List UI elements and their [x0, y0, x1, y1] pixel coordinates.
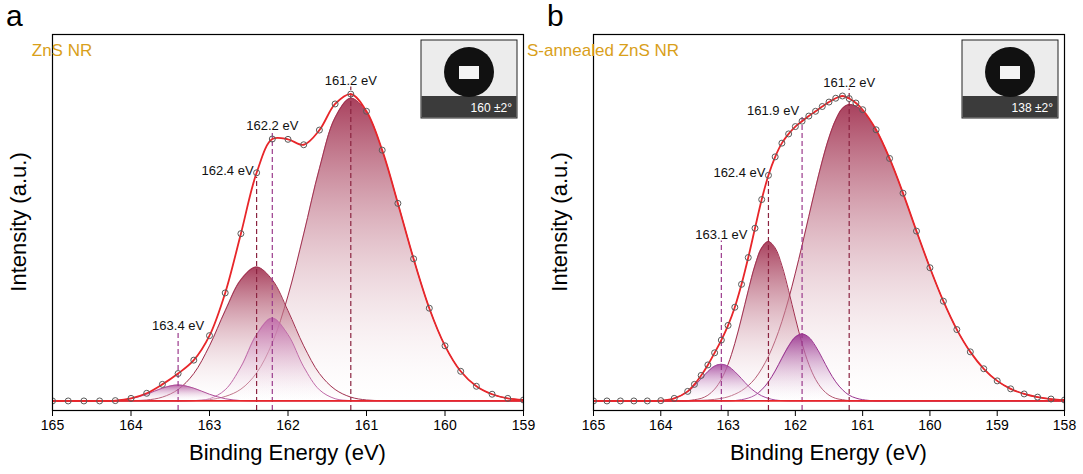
svg-text:162: 162	[784, 417, 808, 433]
svg-text:160 ±2°: 160 ±2°	[471, 101, 513, 115]
html-text:a: a	[6, 0, 23, 32]
svg-text:161.9 eV: 161.9 eV	[747, 103, 799, 118]
svg-text:161.2 eV: 161.2 eV	[325, 73, 377, 88]
svg-text:Binding Energy (eV): Binding Energy (eV)	[189, 440, 386, 465]
svg-text:163: 163	[716, 417, 740, 433]
svg-text:ZnS NR: ZnS NR	[32, 41, 92, 60]
html-text:b: b	[547, 0, 564, 32]
svg-text:159: 159	[512, 417, 536, 433]
svg-text:160: 160	[433, 417, 457, 433]
svg-text:162.4 eV: 162.4 eV	[713, 165, 765, 180]
svg-text:Intensity (a.u.): Intensity (a.u.)	[6, 152, 31, 291]
svg-text:Binding Energy (eV): Binding Energy (eV)	[730, 440, 927, 465]
svg-text:164: 164	[649, 417, 673, 433]
svg-text:163.1 eV: 163.1 eV	[695, 227, 747, 242]
svg-text:162.2 eV: 162.2 eV	[246, 118, 298, 133]
svg-text:162: 162	[276, 417, 300, 433]
svg-text:161: 161	[355, 417, 379, 433]
svg-text:160: 160	[918, 417, 942, 433]
svg-text:138 ±2°: 138 ±2°	[1012, 101, 1054, 115]
svg-text:162.4 eV: 162.4 eV	[202, 163, 254, 178]
svg-text:158: 158	[1053, 417, 1077, 433]
svg-text:161.2 eV: 161.2 eV	[823, 75, 875, 90]
svg-text:S-annealed ZnS NR: S-annealed ZnS NR	[527, 41, 679, 60]
svg-text:165: 165	[41, 417, 65, 433]
svg-text:161: 161	[851, 417, 875, 433]
svg-text:163: 163	[198, 417, 222, 433]
svg-text:159: 159	[986, 417, 1010, 433]
svg-text:Intensity (a.u.): Intensity (a.u.)	[547, 152, 572, 291]
svg-text:163.4 eV: 163.4 eV	[152, 318, 204, 333]
svg-text:164: 164	[119, 417, 143, 433]
svg-text:165: 165	[582, 417, 606, 433]
